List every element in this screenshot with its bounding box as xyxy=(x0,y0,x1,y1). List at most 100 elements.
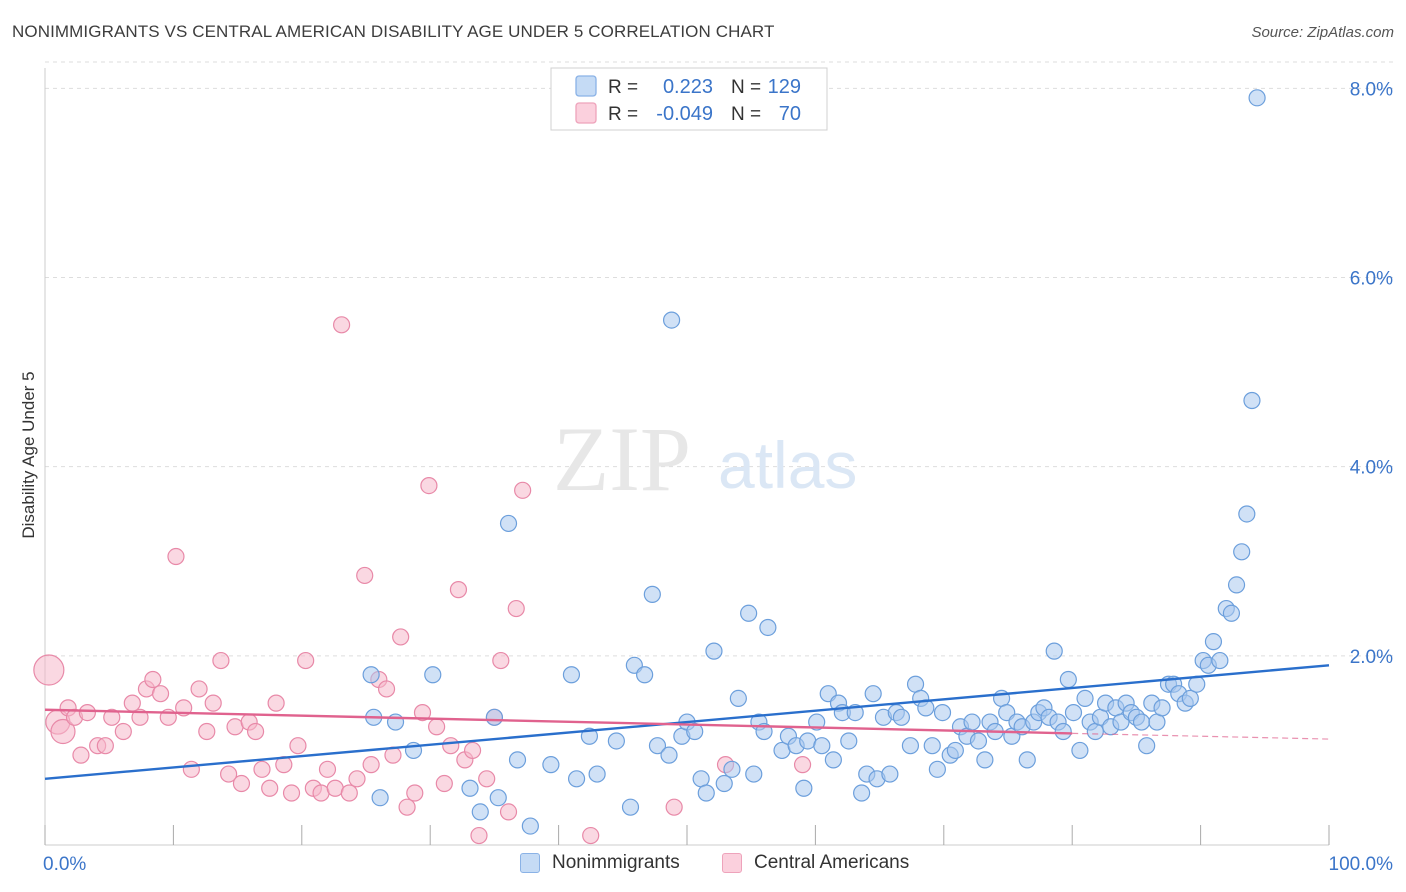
central-americans-point xyxy=(131,708,149,726)
central-americans-point xyxy=(333,316,351,334)
central-americans-point xyxy=(289,737,307,755)
y-tick-label: 4.0% xyxy=(1350,458,1393,479)
central-americans-point xyxy=(72,746,90,764)
central-americans-point xyxy=(204,694,222,712)
central-americans-point xyxy=(33,654,65,686)
central-americans-point xyxy=(398,798,416,816)
nonimmigrants-point xyxy=(745,765,763,783)
nonimmigrants-point xyxy=(928,760,946,778)
nonimmigrants-point xyxy=(580,727,599,745)
y-tick-labels: 2.0% 4.0% 6.0% 8.0% xyxy=(1350,79,1393,667)
central-americans-point xyxy=(348,770,366,788)
central-americans-point xyxy=(492,651,510,670)
nonimmigrants-point xyxy=(840,732,858,750)
chart-title: NONIMMIGRANTS VS CENTRAL AMERICAN DISABI… xyxy=(12,22,775,41)
nonimmigrants-point xyxy=(723,760,741,778)
nonimmigrants-point xyxy=(508,751,527,769)
central-americans-point xyxy=(463,741,482,760)
stats-n-value: 129 xyxy=(768,76,801,98)
central-americans-point xyxy=(246,722,265,741)
central-americans-point xyxy=(582,826,600,845)
nonimmigrants-point xyxy=(1181,689,1199,708)
central-americans-point xyxy=(499,803,518,821)
central-americans-point xyxy=(428,718,446,736)
y-axis-label: Disability Age Under 5 xyxy=(19,371,38,538)
nonimmigrants-point xyxy=(424,666,442,684)
central-americans-point xyxy=(478,770,496,788)
stats-legend: R = 0.223 N = 129 R = -0.049 N = 70 xyxy=(550,67,828,131)
nonimmigrants-point xyxy=(715,774,733,793)
nonimmigrants-point xyxy=(1222,604,1241,622)
nonimmigrants-point xyxy=(461,779,479,797)
stats-r-label: R = xyxy=(608,77,638,98)
nonimmigrants-point xyxy=(740,604,758,622)
central-americans-point xyxy=(267,694,285,712)
nonimmigrants-point xyxy=(588,765,606,783)
watermark: ZIP atlas xyxy=(553,408,857,510)
central-americans-point xyxy=(50,718,76,745)
nonimmigrants-point xyxy=(1153,699,1171,717)
y-tick-label: 6.0% xyxy=(1350,269,1393,290)
nonimmigrants-point xyxy=(969,732,988,750)
legend-swatch-blue xyxy=(520,853,540,873)
stats-r-label: R = xyxy=(608,104,638,125)
nonimmigrants-point xyxy=(371,789,389,807)
central-americans-trend-line xyxy=(44,708,1073,735)
central-americans-point xyxy=(356,566,374,585)
nonimmigrants-point xyxy=(1059,670,1077,689)
central-americans-point xyxy=(151,685,170,703)
nonimmigrants-point xyxy=(686,722,704,741)
nonimmigrants-points xyxy=(362,89,1266,835)
x-tick-label-max: 100.0% xyxy=(1329,854,1394,875)
stats-legend-swatch xyxy=(575,102,597,124)
central-americans-point xyxy=(392,628,410,646)
nonimmigrants-point xyxy=(1071,741,1089,760)
watermark-atlas: atlas xyxy=(718,428,857,502)
central-americans-point xyxy=(665,798,683,816)
nonimmigrants-point xyxy=(923,737,941,755)
nonimmigrants-point xyxy=(1018,751,1036,769)
nonimmigrants-point xyxy=(697,784,715,802)
nonimmigrants-point xyxy=(1045,642,1063,660)
nonimmigrants-trend-line xyxy=(44,664,1330,780)
stats-legend-box xyxy=(550,67,828,131)
nonimmigrants-point xyxy=(729,689,747,708)
central-americans-point xyxy=(190,680,208,698)
central-americans-point xyxy=(406,784,424,802)
central-americans-point xyxy=(212,651,230,670)
central-americans-point xyxy=(78,703,96,722)
nonimmigrants-point xyxy=(963,713,981,731)
central-americans-point xyxy=(340,784,358,802)
legend-item-nonimmigrants: Nonimmigrants xyxy=(520,852,680,874)
x-tick-labels: 0.0% 100.0% xyxy=(43,854,1393,875)
central-americans-point xyxy=(470,826,488,845)
nonimmigrants-point xyxy=(489,789,507,807)
central-americans-point xyxy=(182,760,200,778)
central-americans-point xyxy=(144,670,162,689)
grid-lines xyxy=(45,61,1395,657)
nonimmigrants-point xyxy=(660,746,678,764)
central-americans-point xyxy=(442,737,460,755)
axes xyxy=(44,68,1330,846)
watermark-zip: ZIP xyxy=(553,408,691,510)
nonimmigrants-point xyxy=(499,514,518,533)
nonimmigrants-point xyxy=(362,666,380,684)
stats-n-label: N = xyxy=(731,104,761,125)
legend-item-central-americans: Central Americans xyxy=(722,852,909,874)
nonimmigrants-point xyxy=(621,798,640,816)
nonimmigrants-point xyxy=(824,751,842,769)
nonimmigrants-point xyxy=(1132,713,1151,731)
central-americans-point xyxy=(123,694,141,712)
central-americans-point xyxy=(377,680,396,698)
stats-r-value: 0.223 xyxy=(663,76,713,98)
nonimmigrants-point xyxy=(1211,651,1229,670)
central-americans-point xyxy=(96,737,114,755)
central-americans-point xyxy=(449,581,468,599)
central-americans-point xyxy=(232,774,251,793)
nonimmigrants-point xyxy=(946,741,964,760)
nonimmigrants-point xyxy=(864,685,882,703)
nonimmigrants-point xyxy=(892,708,911,726)
nonimmigrants-point xyxy=(648,737,667,755)
nonimmigrants-point xyxy=(386,713,405,731)
